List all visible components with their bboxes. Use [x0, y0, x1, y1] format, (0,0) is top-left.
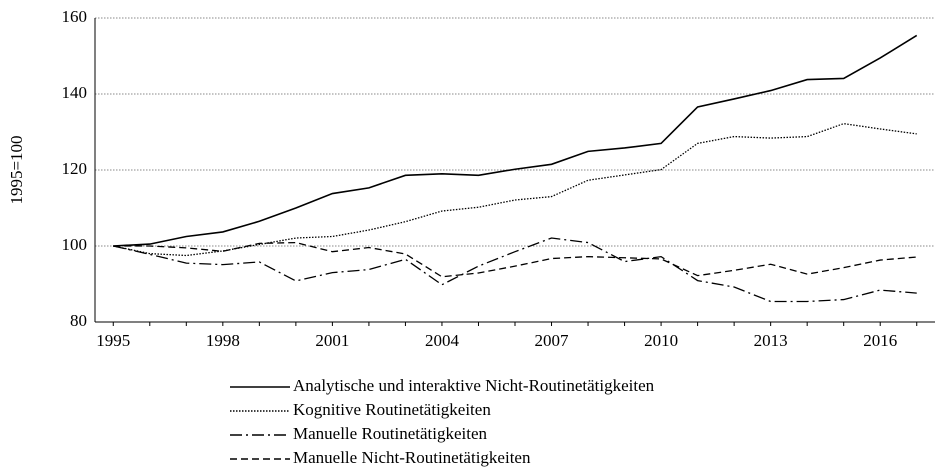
y-tick-label: 140 [62, 83, 88, 102]
x-tick-label: 2004 [425, 331, 460, 350]
x-tick-label: 2016 [863, 331, 897, 350]
x-tick-label: 2007 [535, 331, 570, 350]
x-tick-label: 1995 [96, 331, 130, 350]
x-tick-label: 2013 [754, 331, 788, 350]
series-line [113, 34, 918, 247]
y-axis-label: 1995=100 [7, 135, 26, 204]
x-tick-label: 2010 [644, 331, 678, 350]
y-tick-label: 100 [62, 235, 88, 254]
legend-label: Kognitive Routinetätigkeiten [293, 400, 491, 419]
legend-label: Manuelle Routinetätigkeiten [293, 424, 488, 443]
legend-label: Analytische und interaktive Nicht-Routin… [293, 376, 655, 395]
series-line [113, 122, 917, 257]
series-line [113, 241, 917, 278]
y-tick-label: 80 [70, 311, 87, 330]
y-tick-label: 160 [62, 7, 88, 26]
series-line [113, 237, 917, 303]
legend-label: Manuelle Nicht-Routinetätigkeiten [293, 448, 531, 467]
x-tick-label: 2001 [315, 331, 349, 350]
y-tick-label: 120 [62, 159, 88, 178]
x-tick-label: 1998 [206, 331, 240, 350]
